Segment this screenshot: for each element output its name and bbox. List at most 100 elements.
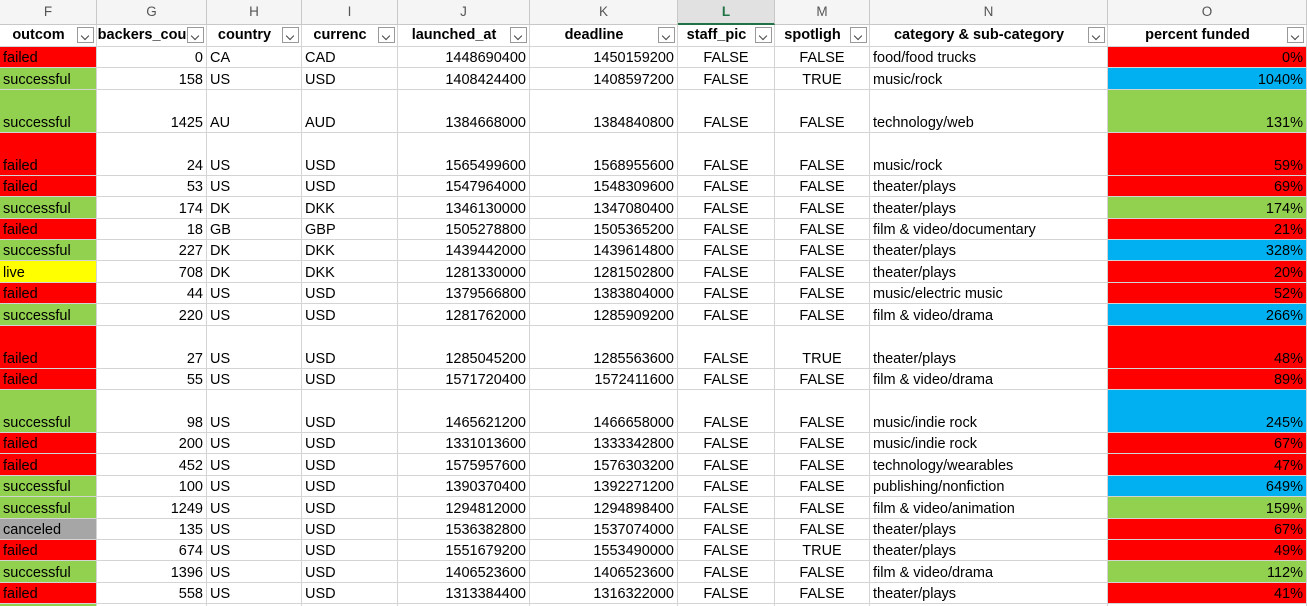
filter-button[interactable]: [282, 27, 299, 43]
cell: 674: [97, 540, 207, 562]
cell: 1396: [97, 561, 207, 583]
cell: US: [207, 282, 302, 305]
cell: theater/plays: [870, 261, 1108, 283]
cell: theater/plays: [870, 518, 1108, 540]
cell: 18: [97, 218, 207, 240]
cell: failed: [0, 582, 97, 605]
cell: FALSE: [775, 433, 870, 455]
cell: 1548309600: [530, 175, 678, 198]
column-header: currenc: [302, 25, 398, 47]
cell: 1536382800: [398, 518, 530, 540]
cell: 1439442000: [398, 240, 530, 262]
cell: FALSE: [775, 561, 870, 583]
cell: FALSE: [775, 390, 870, 433]
column-letter: M: [775, 0, 870, 25]
cell: 0%: [1108, 47, 1307, 69]
cell: FALSE: [775, 240, 870, 262]
cell: US: [207, 454, 302, 476]
cell: FALSE: [678, 47, 775, 69]
cell: DKK: [302, 197, 398, 219]
cell: 59%: [1108, 132, 1307, 176]
cell: failed: [0, 540, 97, 562]
cell: USD: [302, 518, 398, 540]
cell: FALSE: [678, 561, 775, 583]
column-letter: F: [0, 0, 97, 25]
cell: FALSE: [678, 240, 775, 262]
cell: successful: [0, 475, 97, 498]
cell: FALSE: [678, 518, 775, 540]
cell: 1572411600: [530, 368, 678, 390]
cell: DKK: [302, 261, 398, 283]
cell: 1537074000: [530, 518, 678, 540]
cell: AUD: [302, 89, 398, 133]
cell: FALSE: [678, 582, 775, 605]
cell: FALSE: [678, 304, 775, 326]
filter-button[interactable]: [850, 27, 867, 43]
cell: failed: [0, 47, 97, 69]
cell: publishing/nonfiction: [870, 475, 1108, 498]
cell: 67%: [1108, 433, 1307, 455]
cell: USD: [302, 132, 398, 176]
cell: 1281762000: [398, 304, 530, 326]
cell: 1450159200: [530, 47, 678, 69]
column-letter: G: [97, 0, 207, 25]
cell: theater/plays: [870, 325, 1108, 369]
cell: successful: [0, 68, 97, 90]
cell: FALSE: [775, 454, 870, 476]
cell: FALSE: [678, 261, 775, 283]
cell: 1406523600: [530, 561, 678, 583]
cell: 1553490000: [530, 540, 678, 562]
filter-button[interactable]: [187, 27, 204, 43]
cell: AU: [207, 89, 302, 133]
cell: US: [207, 175, 302, 198]
cell: FALSE: [678, 390, 775, 433]
cell: FALSE: [775, 304, 870, 326]
cell: 1551679200: [398, 540, 530, 562]
cell: USD: [302, 433, 398, 455]
cell: 1390370400: [398, 475, 530, 498]
cell: 41%: [1108, 582, 1307, 605]
cell: USD: [302, 497, 398, 519]
cell: 1333342800: [530, 433, 678, 455]
cell: 47%: [1108, 454, 1307, 476]
cell: FALSE: [678, 218, 775, 240]
filter-button[interactable]: [77, 27, 94, 43]
cell: USD: [302, 68, 398, 90]
cell: US: [207, 390, 302, 433]
cell: FALSE: [775, 518, 870, 540]
cell: 1285045200: [398, 325, 530, 369]
cell: [97, 604, 207, 606]
cell: USD: [302, 175, 398, 198]
cell: 1408424400: [398, 68, 530, 90]
cell: failed: [0, 325, 97, 369]
cell: successful: [0, 197, 97, 219]
cell: 20%: [1108, 261, 1307, 283]
cell: TRUE: [775, 540, 870, 562]
cell: FALSE: [775, 582, 870, 605]
filter-button[interactable]: [755, 27, 772, 43]
column-letter: L: [678, 0, 775, 25]
filter-button[interactable]: [658, 27, 675, 43]
filter-button[interactable]: [1088, 27, 1105, 43]
cell: FALSE: [678, 497, 775, 519]
cell: 49%: [1108, 540, 1307, 562]
cell: 21%: [1108, 218, 1307, 240]
cell: CA: [207, 47, 302, 69]
column-header: launched_at: [398, 25, 530, 47]
cell: TRUE: [775, 68, 870, 90]
cell: theater/plays: [870, 540, 1108, 562]
cell: FALSE: [775, 47, 870, 69]
cell: [530, 604, 678, 606]
filter-button[interactable]: [1287, 27, 1304, 43]
filter-button[interactable]: [378, 27, 395, 43]
cell: FALSE: [775, 132, 870, 176]
cell: US: [207, 497, 302, 519]
cell: 1285909200: [530, 304, 678, 326]
cell: successful: [0, 497, 97, 519]
cell: US: [207, 540, 302, 562]
cell: US: [207, 561, 302, 583]
cell: USD: [302, 368, 398, 390]
filter-button[interactable]: [510, 27, 527, 43]
cell: 158: [97, 68, 207, 90]
cell: 1347080400: [530, 197, 678, 219]
